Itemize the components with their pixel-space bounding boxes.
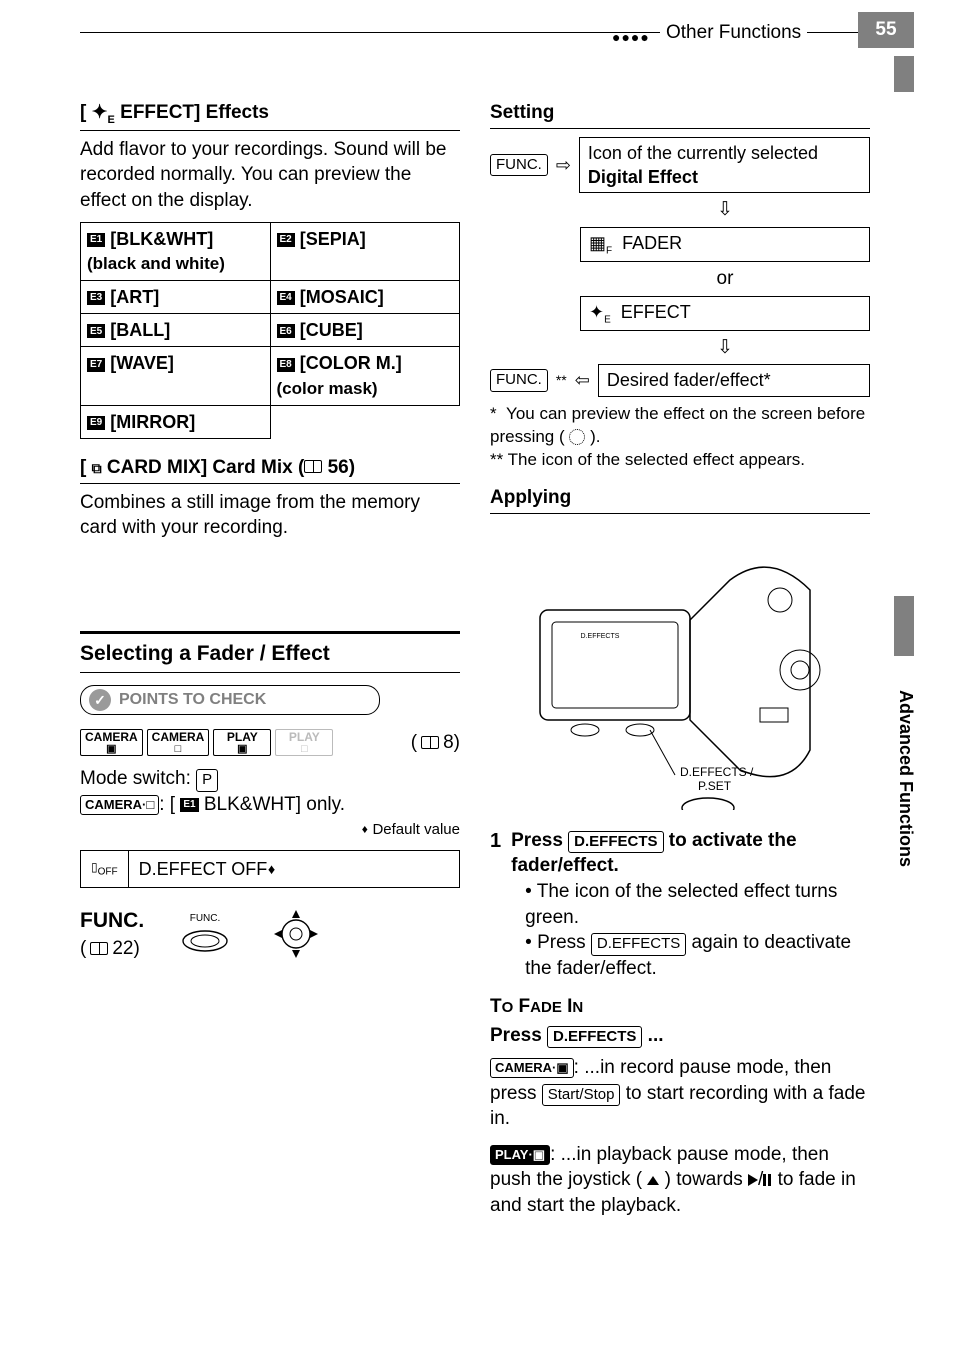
- effect-box: ✦E EFFECT: [580, 296, 870, 331]
- effect-title-text: EFFECT] Effects: [120, 102, 269, 123]
- digital-effect-box: Icon of the currently selected Digital E…: [579, 137, 870, 194]
- mode-camera-card: CAMERA□: [147, 729, 210, 756]
- arrow-down-icon: ⇩: [490, 335, 870, 361]
- effect-icon: E5: [87, 324, 105, 338]
- or-label: or: [490, 266, 870, 292]
- effects-table: E1 [BLK&WHT](black and white) E2 [SEPIA]…: [80, 222, 460, 439]
- side-label: Advanced Functions: [894, 690, 918, 867]
- book-icon: [90, 942, 108, 955]
- mode-camera-tape: CAMERA▣: [80, 729, 143, 756]
- press-line: Press D.EFFECTS ...: [490, 1023, 870, 1049]
- svg-text:D.EFFECTS: D.EFFECTS: [581, 633, 620, 640]
- desired-box: Desired fader/effect*: [598, 364, 870, 396]
- mode-switch-line: Mode switch: P: [80, 766, 460, 792]
- startstop-key: Start/Stop: [542, 1084, 621, 1106]
- header-dots: ●●●●: [612, 28, 650, 47]
- header-title: Other Functions: [660, 20, 807, 46]
- mode-play-card-disabled: PLAY□: [275, 729, 333, 756]
- deffects-key: D.EFFECTS: [568, 831, 663, 853]
- func-key: FUNC.: [490, 154, 548, 176]
- table-row: E7 [WAVE] E8 [COLOR M.](color mask): [81, 347, 460, 405]
- func-key-2: FUNC.: [490, 369, 548, 391]
- table-row: E9 [MIRROR]: [81, 405, 460, 438]
- to-fade-in-heading: TO FADE IN: [490, 994, 870, 1020]
- step-1: 1 Press D.EFFECTS to activate the fader/…: [490, 828, 870, 982]
- effect-intro: Add flavor to your recordings. Sound wil…: [80, 137, 460, 214]
- deffect-off-label: D.EFFECT OFF: [139, 859, 268, 879]
- func-button-icon: FUNC.: [170, 909, 240, 959]
- table-row: E1 [BLK&WHT](black and white) E2 [SEPIA]: [81, 222, 460, 280]
- pageref-22: ( 22): [80, 936, 140, 962]
- camera-tape-badge: CAMERA·▣: [490, 1058, 574, 1078]
- deffect-off-table: ▯OFF D.EFFECT OFF♦: [80, 850, 460, 888]
- effect-icon: E2: [277, 233, 295, 247]
- off-icon: ▯OFF: [81, 850, 129, 887]
- cardmix-title: [ ⧉ CARD MIX] Card Mix ( 56): [80, 455, 460, 484]
- set-icon: [569, 429, 585, 445]
- effect-icon: E4: [277, 291, 295, 305]
- edge-tab: [894, 56, 914, 92]
- joystick-icon: [266, 906, 326, 962]
- play-mode-paragraph: PLAY·▣: ...in playback pause mode, then …: [490, 1142, 870, 1219]
- selecting-heading: Selecting a Fader / Effect: [80, 631, 460, 673]
- effect-icon: E7: [87, 358, 105, 372]
- camcorder-illustration: D.EFFECTS D.EFFECTS / P.SET: [490, 530, 870, 810]
- pageref-8: ( 8): [411, 730, 460, 756]
- cardmix-body: Combines a still image from the memory c…: [80, 490, 460, 541]
- setting-title: Setting: [490, 100, 870, 129]
- right-column: Setting FUNC. ⇨ Icon of the currently se…: [490, 100, 870, 1219]
- effect-section-title: [ ✦E EFFECT] Effects: [80, 100, 460, 131]
- default-value-note: ♦ Default value: [80, 820, 460, 840]
- deffects-key: D.EFFECTS: [591, 933, 686, 955]
- table-row: E5 [BALL] E6 [CUBE]: [81, 314, 460, 347]
- func-label-block: FUNC. ( 22): [80, 907, 144, 961]
- play-icon: [748, 1174, 758, 1186]
- check-icon: ✓: [89, 689, 111, 711]
- svg-text:P.SET: P.SET: [698, 779, 732, 793]
- arrow-down-icon: ⇩: [490, 197, 870, 223]
- svg-text:D.EFFECTS /: D.EFFECTS /: [680, 765, 754, 779]
- applying-title: Applying: [490, 485, 870, 514]
- footnote-1: * You can preview the effect on the scre…: [490, 403, 870, 449]
- func-row: FUNC. ( 22) FUNC.: [80, 906, 460, 962]
- svg-text:FUNC.: FUNC.: [190, 913, 221, 924]
- effect-icon: E6: [277, 324, 295, 338]
- mode-play-tape: PLAY▣: [213, 729, 271, 756]
- points-to-check: ✓ POINTS TO CHECK: [80, 685, 380, 715]
- book-icon: [421, 736, 439, 749]
- effect-icon: E1: [180, 798, 198, 812]
- camera-card-badge: CAMERA·□: [80, 795, 159, 815]
- step-number: 1: [490, 828, 501, 982]
- arrow-left-icon: ⇦: [575, 368, 590, 392]
- footnote-2: ** The icon of the selected effect appea…: [490, 449, 870, 472]
- fader-box: ▦F FADER: [580, 227, 870, 262]
- effect-icon: E8: [277, 358, 295, 372]
- effect-icon: E3: [87, 291, 105, 305]
- left-column: [ ✦E EFFECT] Effects Add flavor to your …: [80, 100, 460, 962]
- pause-icon: [763, 1174, 766, 1186]
- arrow-right-icon: ⇨: [556, 153, 571, 177]
- camera-only-line: CAMERA·□: [ E1 BLK&WHT] only.: [80, 792, 460, 818]
- table-row: E3 [ART] E4 [MOSAIC]: [81, 280, 460, 313]
- bullet: • Press D.EFFECTS again to deactivate th…: [525, 930, 870, 981]
- bullet: • The icon of the selected effect turns …: [525, 879, 870, 930]
- side-gray-bar: [894, 596, 914, 656]
- setting-flow: FUNC. ⇨ Icon of the currently selected D…: [490, 137, 870, 397]
- points-label: POINTS TO CHECK: [119, 689, 266, 711]
- effect-icon: E1: [87, 233, 105, 247]
- up-triangle-icon: [647, 1176, 659, 1185]
- deffects-key: D.EFFECTS: [547, 1026, 642, 1048]
- play-tape-badge: PLAY·▣: [490, 1145, 550, 1165]
- book-icon: [304, 460, 322, 473]
- page-number: 55: [858, 12, 914, 48]
- p-mode-icon: P: [196, 769, 218, 791]
- effect-icon: E9: [87, 416, 105, 430]
- camera-mode-paragraph: CAMERA·▣: ...in record pause mode, then …: [490, 1055, 870, 1132]
- mode-row: CAMERA▣ CAMERA□ PLAY▣ PLAY□ ( 8): [80, 729, 460, 756]
